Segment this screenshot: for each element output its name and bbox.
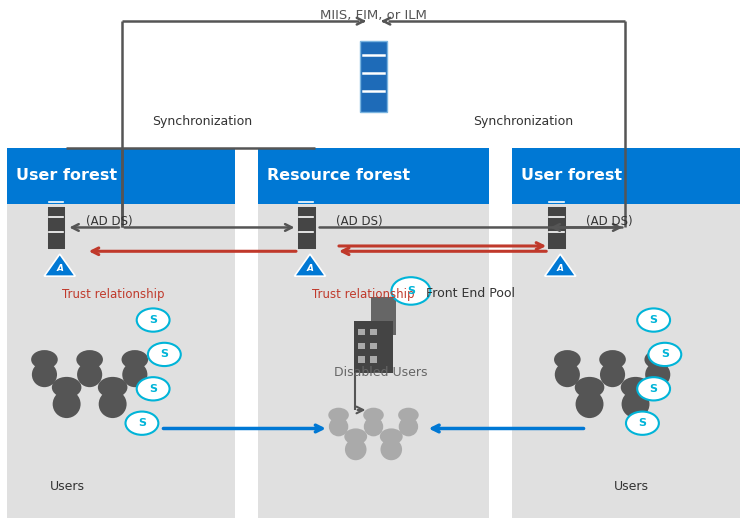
Ellipse shape [329,417,348,436]
Text: Users: Users [50,480,84,493]
Circle shape [648,343,681,366]
Text: Disabled Users: Disabled Users [334,367,428,379]
Ellipse shape [575,390,604,418]
Text: S: S [138,418,146,428]
Circle shape [328,408,349,422]
Text: S: S [650,384,657,394]
Circle shape [148,343,181,366]
FancyBboxPatch shape [371,343,376,349]
Text: Trust relationship: Trust relationship [62,288,164,302]
Text: S: S [149,384,157,394]
Circle shape [637,377,670,400]
Ellipse shape [99,390,126,418]
Text: Synchronization: Synchronization [473,115,573,128]
Text: Synchronization: Synchronization [152,115,252,128]
FancyBboxPatch shape [0,0,747,148]
Polygon shape [294,254,326,276]
FancyBboxPatch shape [358,357,365,363]
FancyBboxPatch shape [547,206,566,249]
Ellipse shape [123,362,147,387]
FancyBboxPatch shape [358,343,365,349]
Text: A: A [56,264,63,273]
Text: User forest: User forest [521,168,622,184]
Circle shape [398,408,419,422]
FancyBboxPatch shape [360,41,387,113]
Text: Front End Pool: Front End Pool [426,287,515,300]
FancyBboxPatch shape [371,297,396,335]
Text: Users: Users [614,480,648,493]
Circle shape [621,377,651,398]
FancyBboxPatch shape [7,148,235,204]
Ellipse shape [622,390,649,418]
Circle shape [52,377,81,398]
Circle shape [599,350,626,369]
Text: User forest: User forest [16,168,117,184]
Circle shape [31,350,58,369]
Polygon shape [545,254,576,276]
Ellipse shape [32,362,57,387]
Circle shape [98,377,128,398]
FancyBboxPatch shape [354,322,393,373]
Ellipse shape [345,439,367,460]
Ellipse shape [364,417,383,436]
FancyBboxPatch shape [371,329,376,335]
FancyBboxPatch shape [512,148,740,518]
Text: Trust relationship: Trust relationship [312,288,415,302]
Circle shape [637,308,670,332]
Circle shape [76,350,103,369]
Ellipse shape [380,439,402,460]
Text: MIIS, FIM, or ILM: MIIS, FIM, or ILM [320,10,427,22]
Circle shape [626,412,659,435]
Text: S: S [149,315,157,325]
Circle shape [391,277,430,305]
Polygon shape [44,254,75,276]
Circle shape [554,350,580,369]
FancyBboxPatch shape [358,329,365,335]
FancyBboxPatch shape [46,206,66,249]
FancyBboxPatch shape [512,148,740,204]
Text: Resource forest: Resource forest [267,168,410,184]
Text: S: S [650,315,657,325]
Text: (AD DS): (AD DS) [586,215,633,227]
Circle shape [645,350,671,369]
Circle shape [122,350,148,369]
Circle shape [363,408,384,422]
Text: S: S [407,286,415,296]
Text: (AD DS): (AD DS) [86,215,132,227]
Circle shape [125,412,158,435]
FancyBboxPatch shape [258,148,489,204]
Circle shape [344,428,368,444]
FancyBboxPatch shape [7,148,235,518]
Ellipse shape [399,417,418,436]
Text: S: S [639,418,646,428]
Circle shape [137,308,170,332]
Ellipse shape [555,362,580,387]
FancyBboxPatch shape [297,206,315,249]
Text: S: S [161,350,168,359]
Ellipse shape [77,362,102,387]
Text: A: A [557,264,564,273]
Circle shape [380,428,403,444]
Circle shape [137,377,170,400]
Text: (AD DS): (AD DS) [336,215,382,227]
FancyBboxPatch shape [258,148,489,518]
Text: S: S [661,350,669,359]
Ellipse shape [600,362,625,387]
Text: A: A [306,264,314,273]
FancyBboxPatch shape [371,357,376,363]
Ellipse shape [645,362,670,387]
Ellipse shape [52,390,81,418]
Circle shape [574,377,604,398]
